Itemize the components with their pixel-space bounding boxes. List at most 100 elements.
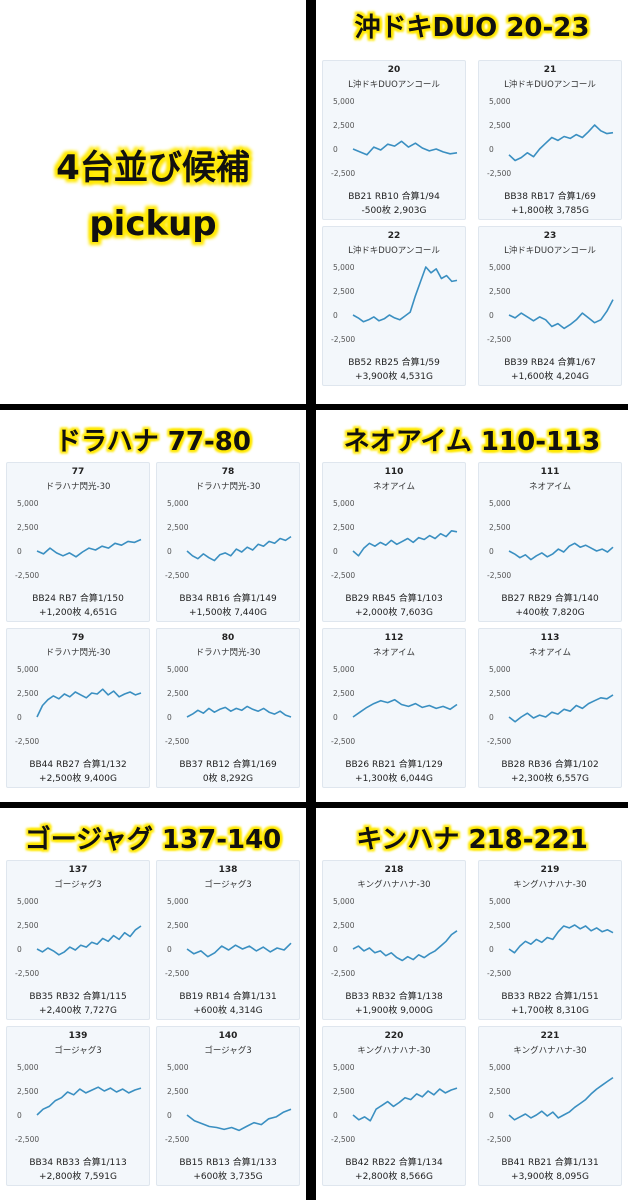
y-tick-2500: 2,500 (17, 1087, 39, 1096)
machine-card[interactable]: 139 ゴージャグ3 5,000 2,500 0 -2,500 BB34 RB33 合算1/… (6, 1026, 150, 1186)
result-summary: 0枚 8,292G (202, 774, 254, 784)
y-tick-0: 0 (489, 547, 494, 556)
machine-number: 111 (540, 467, 560, 477)
payout-line-chart (186, 942, 292, 958)
machine-model: L沖ドキDUOアンコール (348, 80, 440, 90)
y-tick-0: 0 (167, 945, 172, 954)
y-tick-0: 0 (17, 547, 22, 556)
machine-number: 78 (221, 467, 235, 477)
machine-card[interactable]: 220 キングハナハナ-30 5,000 2,500 0 -2,500 BB42 RB22 … (322, 1026, 466, 1186)
result-summary: +2,000枚 7,603G (355, 608, 433, 618)
machine-card[interactable]: 22 L沖ドキDUOアンコール 5,000 2,500 0 -2,500 BB52 RB25… (322, 226, 466, 386)
card-grid: 137 ゴージャグ3 5,000 2,500 0 -2,500 BB35 RB32 合算1/… (6, 860, 300, 1196)
bonus-stats: BB21 RB10 合算1/94 (348, 192, 440, 202)
machine-card[interactable]: 111 ネオアイム 5,000 2,500 0 -2,500 BB27 RB29 合算1/1… (478, 462, 622, 622)
card-grid: 20 L沖ドキDUOアンコール 5,000 2,500 0 -2,500 BB21 RB10… (322, 60, 622, 400)
machine-card[interactable]: 23 L沖ドキDUOアンコール 5,000 2,500 0 -2,500 BB39 RB24… (478, 226, 622, 386)
payout-line-chart (352, 930, 458, 962)
payout-line-chart (186, 705, 292, 718)
payout-line-chart (352, 1087, 458, 1122)
y-tick-5000: 5,000 (17, 499, 39, 508)
machine-model: ゴージャグ3 (204, 880, 252, 890)
y-tick-minus-2500: -2,500 (487, 969, 512, 978)
payout-series-line (186, 705, 292, 718)
machine-model: L沖ドキDUOアンコール (504, 246, 596, 256)
result-summary: +3,900枚 4,531G (355, 372, 433, 382)
y-tick-5000: 5,000 (17, 897, 39, 906)
y-tick-0: 0 (333, 1111, 338, 1120)
bonus-stats: BB34 RB33 合算1/113 (29, 1158, 127, 1168)
y-tick-5000: 5,000 (333, 97, 355, 106)
result-summary: +1,900枚 9,000G (355, 1006, 433, 1016)
y-tick-2500: 2,500 (489, 523, 511, 532)
machine-model: ドラハナ閃光-30 (45, 648, 111, 658)
machine-card[interactable]: 137 ゴージャグ3 5,000 2,500 0 -2,500 BB35 RB32 合算1/… (6, 860, 150, 1020)
y-tick-2500: 2,500 (333, 1087, 355, 1096)
pickup-heading: 4台並び候補 (56, 148, 250, 188)
y-tick-5000: 5,000 (489, 897, 511, 906)
machine-model: ネオアイム (373, 648, 415, 658)
section-title: ネオアイム 110-113 (343, 427, 601, 457)
y-tick-5000: 5,000 (17, 1063, 39, 1072)
y-tick-minus-2500: -2,500 (15, 737, 40, 746)
bonus-stats: BB38 RB17 合算1/69 (504, 192, 596, 202)
pickup-subheading: pickup (89, 204, 217, 244)
machine-model: ドラハナ閃光-30 (45, 482, 111, 492)
machine-card[interactable]: 78 ドラハナ閃光-30 5,000 2,500 0 -2,500 BB34 RB16 合算… (156, 462, 300, 622)
y-tick-2500: 2,500 (489, 1087, 511, 1096)
machine-card[interactable]: 138 ゴージャグ3 5,000 2,500 0 -2,500 BB19 RB14 合算1/… (156, 860, 300, 1020)
y-tick-5000: 5,000 (167, 665, 189, 674)
machine-card[interactable]: 140 ゴージャグ3 5,000 2,500 0 -2,500 BB15 RB13 合算1/… (156, 1026, 300, 1186)
y-tick-2500: 2,500 (489, 121, 511, 130)
result-summary: +2,800枚 8,566G (355, 1172, 433, 1182)
result-summary: +1,600枚 4,204G (511, 372, 589, 382)
bonus-stats: BB37 RB12 合算1/169 (179, 760, 277, 770)
y-tick-2500: 2,500 (489, 287, 511, 296)
payout-series-line (352, 140, 458, 156)
machine-card[interactable]: 219 キングハナハナ-30 5,000 2,500 0 -2,500 BB33 RB22 … (478, 860, 622, 1020)
machine-model: ネオアイム (373, 482, 415, 492)
machine-card[interactable]: 20 L沖ドキDUOアンコール 5,000 2,500 0 -2,500 BB21 RB10… (322, 60, 466, 220)
payout-series-line (36, 538, 142, 558)
machine-card[interactable]: 110 ネオアイム 5,000 2,500 0 -2,500 BB29 RB45 合算1/1… (322, 462, 466, 622)
machine-card[interactable]: 218 キングハナハナ-30 5,000 2,500 0 -2,500 BB33 RB32 … (322, 860, 466, 1020)
machine-number: 221 (540, 1031, 560, 1041)
y-tick-0: 0 (489, 713, 494, 722)
payout-line-chart (508, 542, 614, 561)
payout-line-chart (36, 538, 142, 558)
machine-model: L沖ドキDUOアンコール (504, 80, 596, 90)
machine-model: ゴージャグ3 (54, 880, 102, 890)
machine-card[interactable]: 79 ドラハナ閃光-30 5,000 2,500 0 -2,500 BB44 RB27 合算… (6, 628, 150, 788)
machine-card[interactable]: 113 ネオアイム 5,000 2,500 0 -2,500 BB28 RB36 合算1/1… (478, 628, 622, 788)
payout-line-chart (352, 529, 458, 557)
bonus-stats: BB29 RB45 合算1/103 (345, 594, 443, 604)
machine-card[interactable]: 80 ドラハナ閃光-30 5,000 2,500 0 -2,500 BB37 RB12 合算… (156, 628, 300, 788)
machine-card[interactable]: 112 ネオアイム 5,000 2,500 0 -2,500 BB26 RB21 合算1/1… (322, 628, 466, 788)
y-tick-minus-2500: -2,500 (487, 1135, 512, 1144)
y-tick-2500: 2,500 (333, 287, 355, 296)
y-tick-5000: 5,000 (333, 499, 355, 508)
machine-card[interactable]: 21 L沖ドキDUOアンコール 5,000 2,500 0 -2,500 BB38 RB17… (478, 60, 622, 220)
bonus-stats: BB24 RB7 合算1/150 (32, 594, 124, 604)
result-summary: +2,300枚 6,557G (511, 774, 589, 784)
y-tick-0: 0 (333, 713, 338, 722)
y-tick-0: 0 (489, 145, 494, 154)
y-tick-2500: 2,500 (17, 523, 39, 532)
bonus-stats: BB35 RB32 合算1/115 (29, 992, 127, 1002)
machine-card[interactable]: 221 キングハナハナ-30 5,000 2,500 0 -2,500 BB41 RB21 … (478, 1026, 622, 1186)
y-tick-5000: 5,000 (489, 263, 511, 272)
y-tick-minus-2500: -2,500 (331, 737, 356, 746)
y-tick-2500: 2,500 (167, 921, 189, 930)
payout-line-chart (36, 688, 142, 718)
y-tick-2500: 2,500 (489, 689, 511, 698)
machine-card[interactable]: 77 ドラハナ閃光-30 5,000 2,500 0 -2,500 BB24 RB7 合算1… (6, 462, 150, 622)
section-panel: ゴージャグ 137-140 137 ゴージャグ3 5,000 2,500 0 -2,500 B… (0, 808, 306, 1200)
section-title: キンハナ 218-221 (356, 825, 588, 855)
pickup-panel: 4台並び候補 pickup (0, 0, 306, 404)
result-summary: +1,300枚 6,044G (355, 774, 433, 784)
y-tick-2500: 2,500 (333, 689, 355, 698)
y-tick-0: 0 (17, 945, 22, 954)
bonus-stats: BB39 RB24 合算1/67 (504, 358, 596, 368)
y-tick-minus-2500: -2,500 (487, 335, 512, 344)
result-summary: -500枚 2,903G (361, 206, 427, 216)
